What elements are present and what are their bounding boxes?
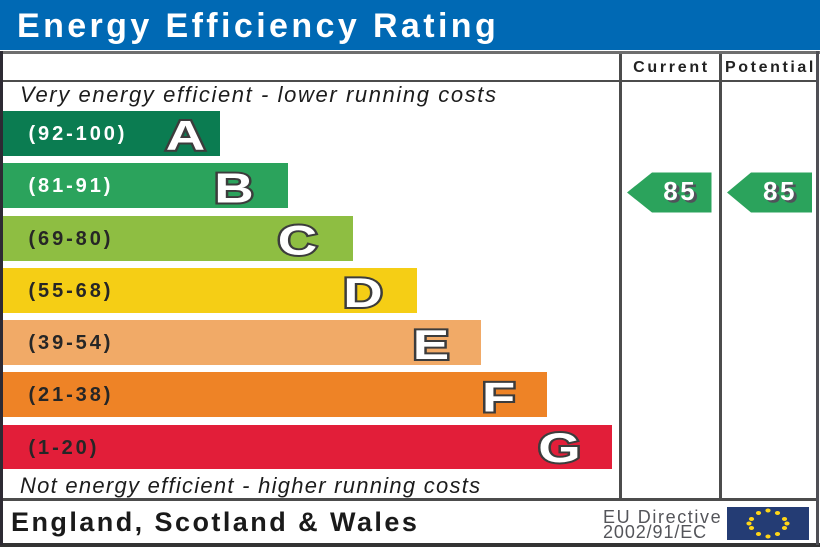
svg-text:C: C [278,217,317,264]
svg-text:A: A [166,113,205,160]
svg-text:85: 85 [663,176,697,206]
svg-text:85: 85 [766,179,800,209]
svg-text:G: G [538,425,580,472]
svg-text:D: D [343,270,382,317]
svg-text:E: E [413,322,449,369]
svg-text:F: F [482,374,515,421]
svg-text:B: B [214,165,253,212]
svg-text:85: 85 [763,176,797,206]
svg-text:85: 85 [666,179,700,209]
